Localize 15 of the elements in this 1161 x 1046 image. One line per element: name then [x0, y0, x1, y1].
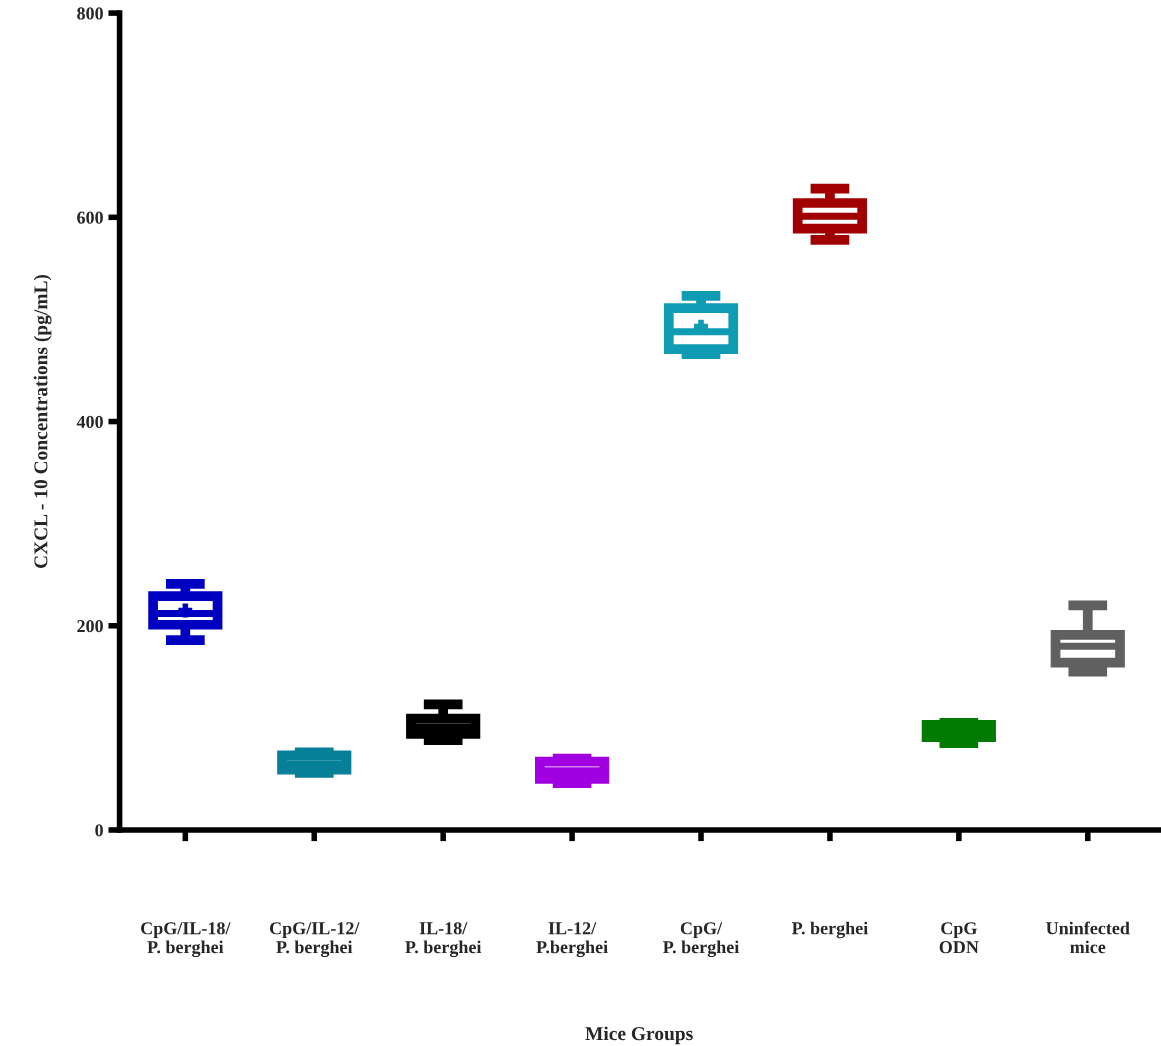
x-tick-label: IL-12/ P.berghei: [536, 922, 608, 958]
x-tick-label: P. berghei: [791, 921, 868, 939]
y-tick-label: 800: [77, 7, 103, 20]
x-tick-label: CpG/IL-18/ P. berghei: [141, 922, 231, 958]
y-tick-label: 0: [95, 824, 103, 837]
x-tick-label: IL-18/ P. berghei: [405, 922, 482, 958]
x-tick-label: CpG ODN: [939, 922, 979, 954]
x-tick-label: CpG/ P. berghei: [663, 922, 740, 958]
x-tick-label: CpG/IL-12/ P. berghei: [269, 922, 360, 958]
x-tick-label: Uninfected mice: [1046, 921, 1130, 954]
x-axis-title: Mice Groups: [585, 1026, 693, 1045]
y-axis-title: CXCL - 10 Concentrations (pg/mL): [33, 274, 52, 569]
y-tick-label: 600: [77, 211, 103, 224]
y-tick-label: 200: [77, 620, 103, 633]
y-tick-label: 400: [76, 415, 103, 428]
